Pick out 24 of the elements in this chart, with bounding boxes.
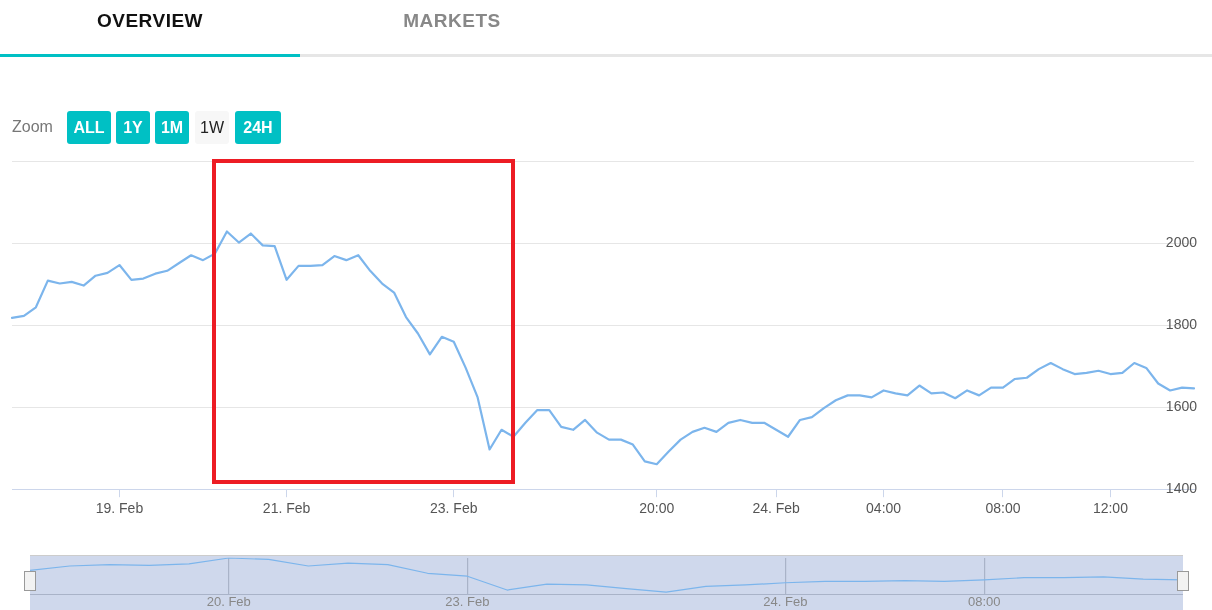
x-tick-label: 20. Feb bbox=[206, 593, 251, 609]
zoom-button: 1W bbox=[195, 111, 229, 144]
zoom-button: 1Y bbox=[116, 111, 150, 144]
text: OVERVIEW bbox=[95, 10, 205, 32]
zoom-button: 24H bbox=[235, 111, 281, 144]
x-tick-label: 08:00 bbox=[985, 500, 1021, 517]
x-tick-label: 23. Feb bbox=[430, 500, 478, 517]
zoom-button: ALL bbox=[67, 111, 111, 144]
x-tick-label: 21. Feb bbox=[262, 500, 311, 517]
x-tick-label: 08:00 bbox=[967, 593, 1001, 609]
x-tick-label: 12:00 bbox=[1092, 500, 1129, 517]
x-tick-label: 24. Feb bbox=[752, 500, 801, 517]
y-tick-label: 1400 bbox=[1165, 480, 1198, 497]
x-tick-label: 23. Feb bbox=[445, 593, 490, 609]
x-tick-label: 20:00 bbox=[639, 500, 675, 517]
y-tick-label: 1800 bbox=[1165, 316, 1198, 333]
x-tick-label: 24. Feb bbox=[763, 593, 808, 609]
x-tick-label: 04:00 bbox=[866, 500, 902, 517]
y-tick-label: 2000 bbox=[1165, 234, 1198, 251]
zoom-button: 1M bbox=[155, 111, 189, 144]
x-tick-label: 19. Feb bbox=[95, 500, 144, 517]
text: MARKETS bbox=[402, 10, 502, 32]
y-tick-label: 1600 bbox=[1165, 398, 1198, 415]
text: Zoom bbox=[12, 118, 53, 136]
